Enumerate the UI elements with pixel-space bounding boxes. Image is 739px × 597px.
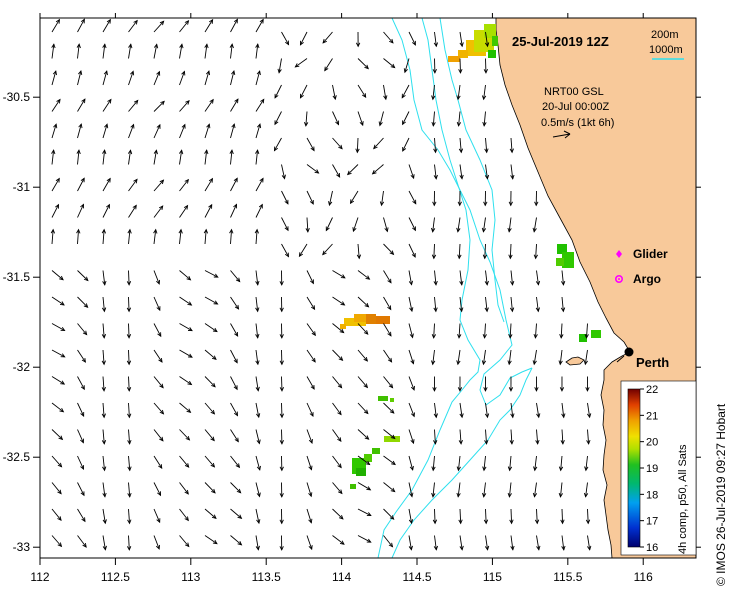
x-tick-label-5: 114.5 bbox=[402, 570, 431, 584]
colorbar-tick-5: 17 bbox=[646, 516, 658, 528]
colorbar-tick-4: 18 bbox=[646, 489, 658, 501]
colorbar-tick-3: 19 bbox=[646, 463, 658, 475]
current-product: NRT00 GSL bbox=[544, 86, 604, 98]
y-tick-label-2: -31.5 bbox=[3, 270, 31, 284]
colorbar-tick-6: 16 bbox=[646, 542, 658, 554]
credit-text: © IMOS 26-Jul-2019 09:27 Hobart bbox=[714, 404, 728, 586]
x-tick-label-4: 114 bbox=[332, 570, 351, 584]
x-tick-label-2: 113 bbox=[181, 570, 200, 584]
y-tick-label-1: -31 bbox=[13, 180, 31, 194]
y-tick-label-0: -30.5 bbox=[3, 90, 31, 104]
colorbar-tick-2: 20 bbox=[646, 437, 658, 449]
perth-marker bbox=[625, 348, 634, 357]
x-tick-label-1: 112.5 bbox=[101, 570, 130, 584]
depth-legend-200m: 200m bbox=[651, 29, 679, 41]
y-tick-label-4: -32.5 bbox=[3, 450, 31, 464]
x-tick-label-3: 113.5 bbox=[252, 570, 281, 584]
current-date: 20-Jul 00:00Z bbox=[542, 101, 610, 113]
x-tick-label-0: 112 bbox=[30, 570, 49, 584]
y-tick-label-5: -33 bbox=[13, 540, 31, 554]
current-scale: 0.5m/s (1kt 6h) bbox=[541, 117, 614, 129]
x-tick-label-6: 115 bbox=[483, 570, 502, 584]
depth-legend-1000m: 1000m bbox=[649, 44, 683, 56]
colorbar-tick-1: 21 bbox=[646, 410, 658, 422]
perth-label: Perth bbox=[636, 355, 669, 370]
colorbar-label: 4h comp, p50, All Sats bbox=[677, 444, 689, 554]
colorbar: 22 21 20 19 18 17 16 4h comp, p50, All Sats bbox=[621, 381, 696, 555]
colorbar-tick-0: 22 bbox=[646, 384, 658, 396]
map-title: 25-Jul-2019 12Z bbox=[512, 34, 609, 49]
y-tick-label-3: -32 bbox=[13, 360, 31, 374]
x-tick-label-8: 116 bbox=[634, 570, 653, 584]
svg-text:Glider: Glider bbox=[633, 247, 668, 261]
x-tick-label-7: 115.5 bbox=[553, 570, 582, 584]
svg-text:Argo: Argo bbox=[633, 272, 661, 286]
